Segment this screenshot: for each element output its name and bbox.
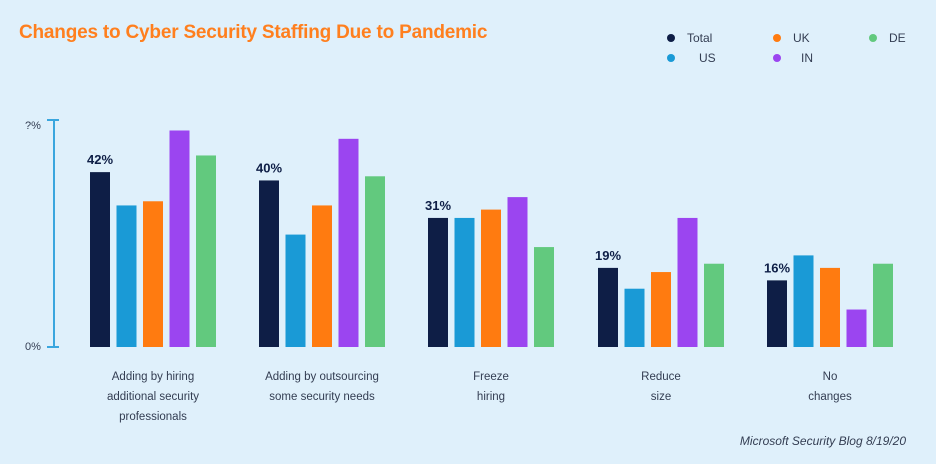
- legend-label-de: DE: [889, 31, 906, 45]
- bar-uk-5: [820, 267, 840, 347]
- legend-swatch-us: [667, 54, 675, 62]
- legend-item-de: DE: [869, 31, 906, 45]
- bar-us-4: [624, 288, 645, 347]
- bar-in-5: [846, 309, 867, 347]
- legend-item-uk: UK: [773, 31, 810, 45]
- bar-us-2: [285, 234, 306, 347]
- legend-label-in: IN: [801, 51, 813, 65]
- y-tick-label-bottom: 0%: [25, 341, 41, 353]
- bar-in-1: [169, 130, 190, 347]
- x-tick-label-5-line-1: No: [823, 371, 838, 383]
- bar-uk-2: [312, 205, 332, 347]
- bar-total-5: [767, 280, 787, 347]
- legend-swatch-de: [869, 34, 877, 42]
- bar-de-1: [196, 155, 216, 347]
- x-tick-label-1-line-2: additional security: [107, 391, 199, 403]
- legend-item-us: US: [667, 51, 716, 65]
- legend-swatch-in: [773, 54, 781, 62]
- x-tick-label-5-line-2: changes: [808, 391, 852, 403]
- bar-in-4: [677, 217, 698, 347]
- y-tick-label-top: ?%: [25, 120, 41, 132]
- legend-label-us: US: [699, 51, 716, 65]
- bar-de-4: [704, 263, 724, 347]
- bar-in-2: [338, 138, 359, 347]
- legend-swatch-total: [667, 34, 675, 42]
- bar-uk-1: [143, 201, 163, 347]
- bar-de-3: [534, 247, 554, 347]
- legend-item-in: IN: [773, 51, 813, 65]
- legend-label-uk: UK: [793, 31, 810, 45]
- data-label-total-2: 40%: [256, 160, 282, 175]
- x-tick-label-1-line-1: Adding by hiring: [112, 371, 194, 383]
- x-tick-label-3-line-2: hiring: [477, 391, 505, 403]
- data-label-total-5: 16%: [764, 260, 790, 275]
- data-label-total-3: 31%: [425, 198, 451, 213]
- chart-title: Changes to Cyber Security Staffing Due t…: [19, 22, 488, 43]
- x-tick-label-2-line-1: Adding by outsourcing: [265, 371, 379, 383]
- bar-us-5: [793, 255, 814, 347]
- x-tick-label-4-line-2: size: [651, 391, 671, 403]
- data-label-total-1: 42%: [87, 152, 113, 167]
- bar-total-2: [259, 180, 279, 347]
- bar-in-3: [507, 197, 528, 347]
- bar-us-3: [454, 217, 475, 347]
- bar-total-4: [598, 267, 618, 347]
- bar-total-1: [90, 172, 110, 347]
- bar-uk-4: [651, 272, 671, 347]
- bar-uk-3: [481, 209, 501, 347]
- bar-de-5: [873, 263, 893, 347]
- data-label-total-4: 19%: [595, 248, 621, 263]
- bar-total-3: [428, 217, 448, 347]
- bar-us-1: [116, 205, 137, 347]
- x-tick-label-1-line-3: professionals: [119, 411, 187, 423]
- legend-item-total: Total: [667, 31, 712, 45]
- x-tick-label-3-line-1: Freeze: [473, 371, 509, 383]
- x-tick-label-2-line-2: some security needs: [269, 391, 375, 403]
- source-note: Microsoft Security Blog 8/19/20: [739, 434, 906, 448]
- legend: Total US UK IN DE: [0, 0, 936, 80]
- x-tick-label-4-line-1: Reduce: [641, 371, 681, 383]
- bar-de-2: [365, 176, 385, 347]
- legend-label-total: Total: [687, 31, 713, 45]
- legend-swatch-uk: [773, 34, 781, 42]
